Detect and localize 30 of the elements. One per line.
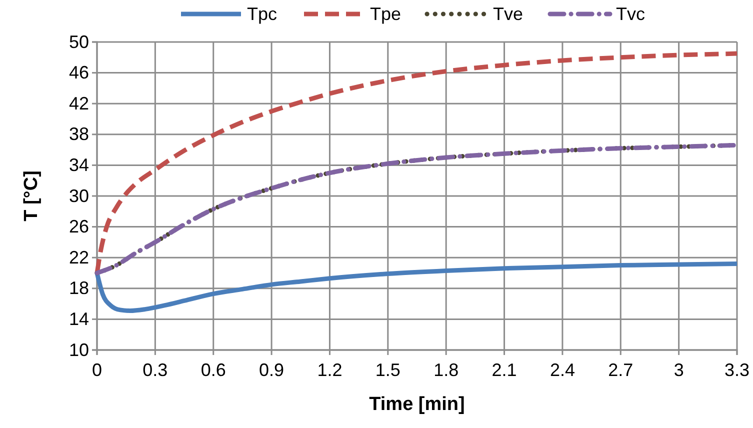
y-tick-label: 38	[68, 124, 89, 144]
x-tick-label: 0.6	[200, 360, 226, 380]
y-tick-label: 30	[68, 186, 89, 206]
x-tick-label: 1.5	[375, 360, 400, 380]
y-tick-label: 42	[68, 93, 89, 114]
y-tick-label: 18	[68, 278, 89, 298]
x-tick-label: 0.3	[142, 360, 168, 380]
legend-label: Tvc	[616, 4, 645, 24]
x-tick-label: 3	[674, 360, 684, 380]
x-tick-label: 0.9	[259, 360, 284, 380]
legend-label: Tpe	[370, 4, 402, 24]
y-tick-label: 34	[68, 154, 89, 175]
x-tick-label: 2.1	[492, 360, 517, 380]
x-tick-label: 1.8	[434, 360, 459, 380]
y-tick-label: 26	[68, 216, 89, 237]
x-axis-title: Time [min]	[369, 394, 465, 415]
x-tick-label: 0	[92, 360, 102, 380]
y-tick-label: 14	[68, 308, 89, 329]
x-tick-label: 2.4	[550, 360, 575, 380]
y-tick-label: 46	[68, 62, 89, 83]
line-series	[94, 262, 740, 313]
y-tick-label: 50	[68, 32, 89, 52]
x-tick-label: 1.2	[317, 360, 342, 380]
x-tick-label: 2.7	[608, 360, 634, 380]
x-tick-label: 3.3	[724, 360, 750, 380]
y-tick-label: 10	[68, 340, 89, 360]
y-tick-label: 22	[68, 247, 89, 268]
legend-label: Tve	[493, 4, 524, 24]
legend-label: Tpc	[247, 4, 278, 24]
y-axis-title: T [°C]	[21, 170, 42, 222]
